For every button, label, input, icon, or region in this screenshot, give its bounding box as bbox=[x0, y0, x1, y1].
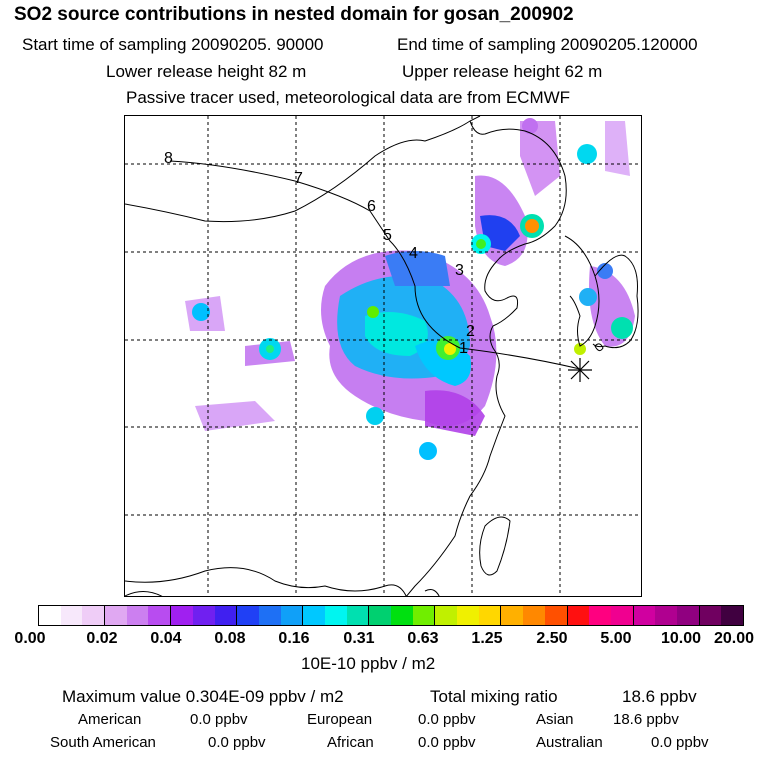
colorbar-swatch bbox=[324, 606, 347, 625]
colorbar-swatch bbox=[610, 606, 634, 625]
colorbar-tick: 20.00 bbox=[713, 630, 755, 647]
track-label-6: 6 bbox=[367, 198, 376, 215]
colorbar-swatch bbox=[435, 606, 458, 625]
track-label-5: 5 bbox=[383, 227, 392, 244]
receptor-star-icon bbox=[568, 358, 592, 382]
track-label-1: 1 bbox=[459, 340, 468, 357]
track-label-2: 2 bbox=[466, 323, 475, 340]
colorbar-swatch bbox=[303, 606, 325, 625]
colorbar-swatch bbox=[391, 606, 413, 625]
upper-release-height: Upper release height 62 m bbox=[402, 62, 603, 81]
south-american-label: South American bbox=[50, 734, 156, 751]
colorbar-swatch bbox=[214, 606, 238, 625]
track-label-3: 3 bbox=[455, 262, 464, 279]
trajectory-track bbox=[169, 160, 581, 370]
colorbar-swatch bbox=[633, 606, 656, 625]
colorbar-swatch bbox=[105, 606, 127, 625]
colorbar-tick: 0.02 bbox=[86, 630, 118, 647]
maximum-value: Maximum value 0.304E-09 ppbv / m2 bbox=[62, 687, 344, 706]
colorbar-swatch bbox=[82, 606, 106, 625]
australian-value: 0.0 ppbv bbox=[651, 734, 709, 751]
european-value: 0.0 ppbv bbox=[418, 711, 476, 728]
colorbar-swatch bbox=[346, 606, 370, 625]
colorbar-swatch bbox=[369, 606, 391, 625]
track-label-8: 8 bbox=[164, 150, 173, 167]
colorbar-swatch bbox=[721, 606, 743, 625]
asian-value: 18.6 ppbv bbox=[613, 711, 679, 728]
colorbar-swatch bbox=[126, 606, 149, 625]
european-label: European bbox=[307, 711, 373, 728]
asian-label: Asian bbox=[536, 711, 574, 728]
australian-label: Australian bbox=[536, 734, 603, 751]
colorbar-tick: 0.04 bbox=[150, 630, 182, 647]
colorbar-swatch bbox=[544, 606, 568, 625]
map-canvas bbox=[125, 116, 641, 596]
south-american-value: 0.0 ppbv bbox=[208, 734, 266, 751]
colorbar-tick: 0.16 bbox=[278, 630, 310, 647]
colorbar-tick: 0.00 bbox=[14, 630, 46, 647]
colorbar-swatch bbox=[412, 606, 436, 625]
colorbar-swatch bbox=[501, 606, 524, 625]
colorbar-tick: 5.00 bbox=[600, 630, 632, 647]
colorbar-swatch bbox=[589, 606, 611, 625]
colorbar-tick: 10.00 bbox=[660, 630, 702, 647]
figure-title: SO2 source contributions in nested domai… bbox=[14, 4, 574, 25]
colorbar-swatch bbox=[523, 606, 545, 625]
colorbar-tick: 0.31 bbox=[343, 630, 375, 647]
colorbar-swatch bbox=[171, 606, 193, 625]
colorbar bbox=[38, 605, 744, 626]
lower-release-height: Lower release height 82 m bbox=[106, 62, 307, 81]
start-time: Start time of sampling 20090205. 90000 bbox=[22, 35, 324, 54]
colorbar-swatch bbox=[192, 606, 215, 625]
colorbar-swatch bbox=[655, 606, 677, 625]
american-value: 0.0 ppbv bbox=[190, 711, 248, 728]
african-value: 0.0 ppbv bbox=[418, 734, 476, 751]
colorbar-swatch bbox=[258, 606, 281, 625]
african-label: African bbox=[327, 734, 374, 751]
total-mixing-label: Total mixing ratio bbox=[430, 687, 558, 706]
colorbar-tick: 2.50 bbox=[536, 630, 568, 647]
total-mixing-value: 18.6 ppbv bbox=[622, 687, 697, 706]
colorbar-swatch bbox=[478, 606, 502, 625]
colorbar-swatch bbox=[280, 606, 304, 625]
colorbar-swatch bbox=[237, 606, 259, 625]
track-label-4: 4 bbox=[409, 245, 418, 262]
lat-lon-grid bbox=[125, 116, 641, 596]
colorbar-swatch bbox=[60, 606, 83, 625]
colorbar-unit: 10E-10 ppbv / m2 bbox=[301, 654, 436, 673]
concentration-field bbox=[185, 118, 635, 460]
colorbar-swatch bbox=[148, 606, 172, 625]
end-time: End time of sampling 20090205.120000 bbox=[397, 35, 698, 54]
colorbar-tick: 1.25 bbox=[471, 630, 503, 647]
colorbar-swatch bbox=[567, 606, 590, 625]
coastlines bbox=[125, 116, 639, 596]
colorbar-swatch bbox=[699, 606, 722, 625]
colorbar-swatch bbox=[676, 606, 700, 625]
colorbar-tick: 0.08 bbox=[214, 630, 246, 647]
american-label: American bbox=[78, 711, 142, 728]
map-panel: 1 2 3 4 5 6 7 8 bbox=[124, 115, 642, 597]
colorbar-swatch bbox=[39, 606, 61, 625]
tracer-note: Passive tracer used, meteorological data… bbox=[126, 88, 571, 107]
colorbar-swatch bbox=[457, 606, 479, 625]
track-label-7: 7 bbox=[294, 170, 303, 187]
colorbar-tick: 0.63 bbox=[407, 630, 439, 647]
